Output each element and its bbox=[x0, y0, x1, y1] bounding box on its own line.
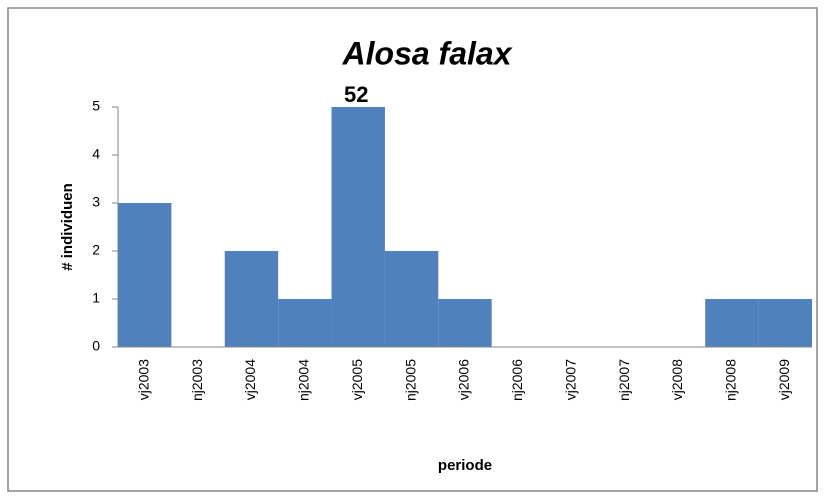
chart-title: Alosa falax bbox=[342, 35, 513, 71]
x-tick-label: vj2009 bbox=[776, 359, 792, 400]
bar bbox=[118, 203, 172, 347]
y-axis-label: # individuen bbox=[59, 183, 76, 271]
bar bbox=[705, 299, 759, 347]
annotation: 52 bbox=[344, 82, 368, 107]
bar bbox=[384, 251, 439, 347]
y-tick-label: 2 bbox=[92, 242, 100, 258]
y-tick-label: 5 bbox=[92, 98, 100, 114]
bar bbox=[758, 299, 812, 347]
x-axis-label: periode bbox=[438, 457, 492, 474]
x-tick-label: vj2004 bbox=[242, 359, 258, 400]
x-tick-label: vj2008 bbox=[669, 359, 685, 400]
bar bbox=[224, 251, 279, 347]
x-tick-label: vj2003 bbox=[135, 359, 151, 400]
x-tick-label: vj2007 bbox=[562, 359, 578, 400]
x-tick-label: nj2004 bbox=[296, 359, 312, 401]
y-tick-label: 1 bbox=[92, 290, 100, 306]
x-tick-label: vj2006 bbox=[456, 359, 472, 400]
x-tick-label: nj2003 bbox=[189, 359, 205, 401]
y-tick-label: 4 bbox=[92, 146, 100, 162]
bar bbox=[438, 299, 492, 347]
bar bbox=[278, 299, 332, 347]
x-tick-label: nj2005 bbox=[402, 359, 418, 401]
y-tick-label: 3 bbox=[92, 194, 100, 210]
bar bbox=[331, 107, 385, 347]
x-tick-label: nj2007 bbox=[616, 359, 632, 401]
x-tick-label: vj2005 bbox=[349, 359, 365, 400]
x-tick-label: nj2008 bbox=[723, 359, 739, 401]
x-tick-label: nj2006 bbox=[509, 359, 525, 401]
y-tick-label: 0 bbox=[92, 338, 100, 354]
